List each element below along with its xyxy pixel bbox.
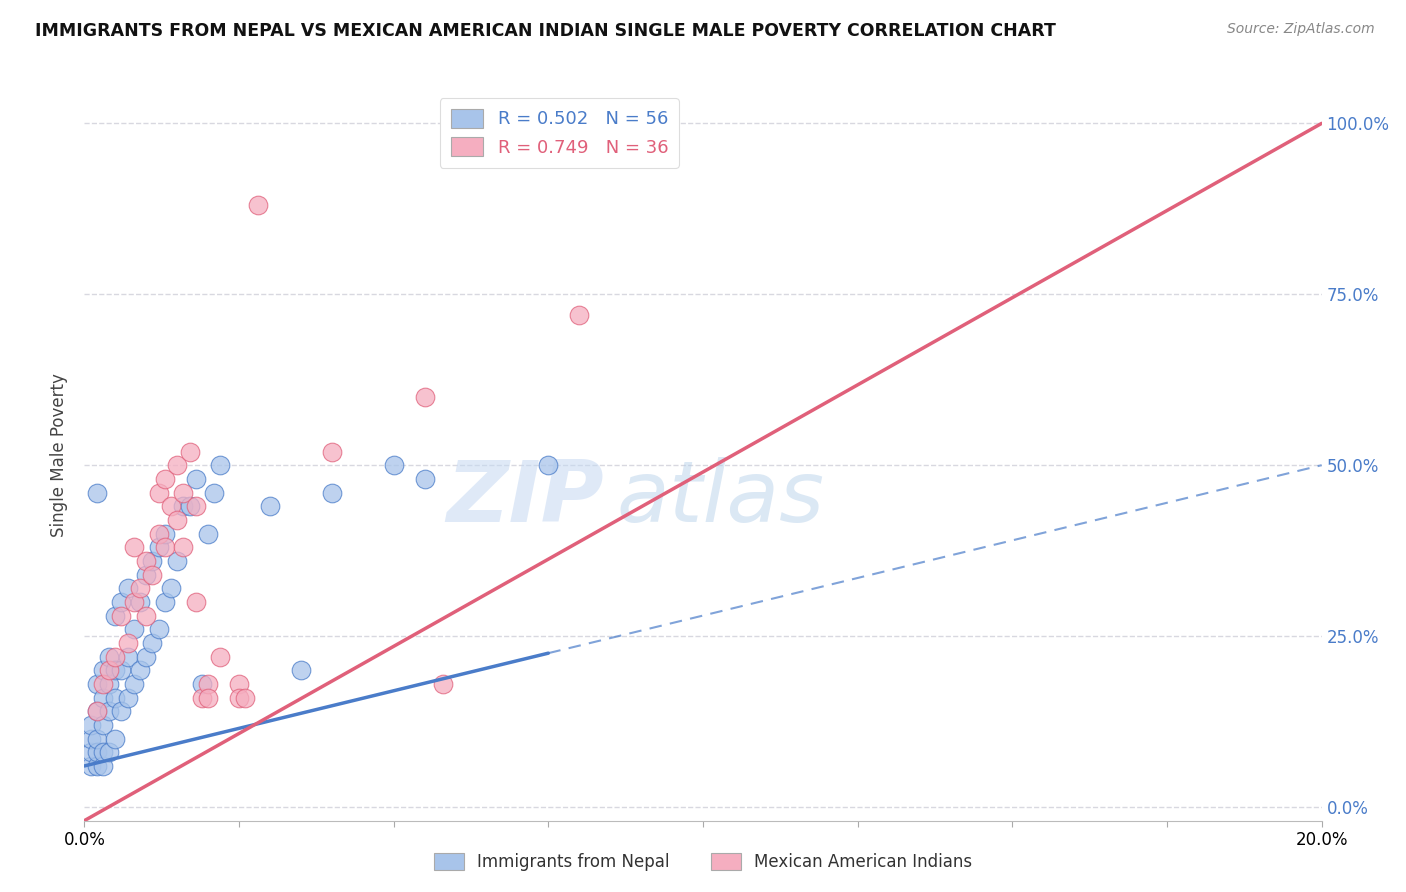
Point <box>184 499 207 513</box>
Point <box>129 581 152 595</box>
Point <box>86 745 108 759</box>
Point <box>117 690 139 705</box>
Point <box>197 690 219 705</box>
Point <box>290 663 312 677</box>
Point <box>184 595 207 609</box>
Point <box>209 649 232 664</box>
Point <box>110 704 132 718</box>
Point <box>79 759 101 773</box>
Point <box>98 704 121 718</box>
Point <box>86 677 108 691</box>
Point <box>86 485 108 500</box>
Point <box>91 745 114 759</box>
Point <box>79 745 101 759</box>
Point <box>166 458 188 472</box>
Point <box>160 581 183 595</box>
Point <box>122 595 145 609</box>
Point <box>135 567 157 582</box>
Point <box>117 581 139 595</box>
Point <box>98 745 121 759</box>
Point <box>432 677 454 691</box>
Point <box>228 677 250 691</box>
Point <box>537 458 560 472</box>
Point <box>141 567 163 582</box>
Point <box>184 472 207 486</box>
Point <box>104 649 127 664</box>
Point <box>148 485 170 500</box>
Point <box>86 759 108 773</box>
Point <box>86 704 108 718</box>
Point <box>172 485 194 500</box>
Point <box>110 595 132 609</box>
Point <box>79 718 101 732</box>
Point <box>117 636 139 650</box>
Point <box>98 663 121 677</box>
Point <box>135 554 157 568</box>
Point <box>153 540 176 554</box>
Point <box>104 690 127 705</box>
Point <box>153 472 176 486</box>
Text: IMMIGRANTS FROM NEPAL VS MEXICAN AMERICAN INDIAN SINGLE MALE POVERTY CORRELATION: IMMIGRANTS FROM NEPAL VS MEXICAN AMERICA… <box>35 22 1056 40</box>
Text: atlas: atlas <box>616 458 824 541</box>
Point <box>110 608 132 623</box>
Legend: Immigrants from Nepal, Mexican American Indians: Immigrants from Nepal, Mexican American … <box>427 847 979 878</box>
Point <box>259 499 281 513</box>
Point <box>413 472 436 486</box>
Point <box>98 649 121 664</box>
Point <box>148 526 170 541</box>
Point <box>568 308 591 322</box>
Point <box>191 677 214 691</box>
Point <box>166 554 188 568</box>
Point <box>104 731 127 746</box>
Point <box>172 499 194 513</box>
Point <box>86 731 108 746</box>
Text: ZIP: ZIP <box>446 458 605 541</box>
Point <box>110 663 132 677</box>
Point <box>141 636 163 650</box>
Point <box>321 444 343 458</box>
Point <box>233 690 256 705</box>
Point <box>98 677 121 691</box>
Point <box>91 690 114 705</box>
Point <box>122 622 145 636</box>
Point <box>160 499 183 513</box>
Point <box>209 458 232 472</box>
Point <box>179 499 201 513</box>
Point <box>135 649 157 664</box>
Point <box>122 540 145 554</box>
Point <box>86 704 108 718</box>
Point <box>129 595 152 609</box>
Point <box>129 663 152 677</box>
Point <box>141 554 163 568</box>
Point <box>153 595 176 609</box>
Point <box>91 677 114 691</box>
Point <box>191 690 214 705</box>
Point <box>166 513 188 527</box>
Point <box>104 663 127 677</box>
Point <box>179 444 201 458</box>
Point <box>153 526 176 541</box>
Y-axis label: Single Male Poverty: Single Male Poverty <box>49 373 67 537</box>
Point <box>148 622 170 636</box>
Point <box>91 759 114 773</box>
Point <box>382 458 405 472</box>
Point <box>117 649 139 664</box>
Point <box>413 390 436 404</box>
Point <box>91 718 114 732</box>
Point <box>148 540 170 554</box>
Point <box>91 663 114 677</box>
Point <box>135 608 157 623</box>
Point <box>104 608 127 623</box>
Text: Source: ZipAtlas.com: Source: ZipAtlas.com <box>1227 22 1375 37</box>
Point <box>321 485 343 500</box>
Point <box>122 677 145 691</box>
Point <box>228 690 250 705</box>
Point <box>246 198 269 212</box>
Point <box>197 526 219 541</box>
Point <box>172 540 194 554</box>
Point <box>79 731 101 746</box>
Point <box>202 485 225 500</box>
Point <box>197 677 219 691</box>
